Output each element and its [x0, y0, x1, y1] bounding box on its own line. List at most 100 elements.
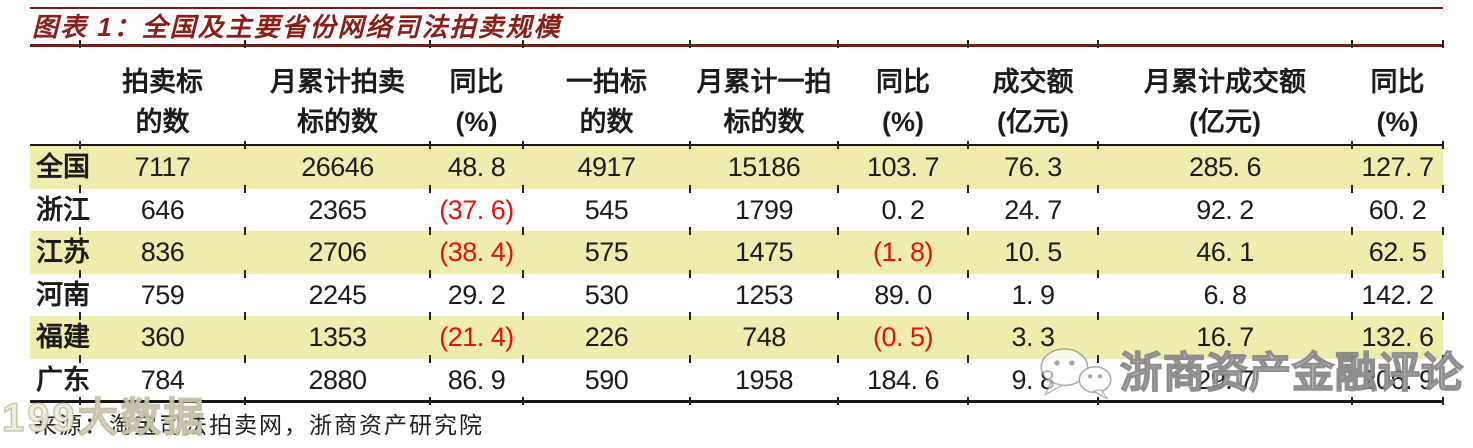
table-cell: 92. 2 [1196, 194, 1254, 225]
table-cell: 1475 [734, 237, 794, 267]
table-cell: 1799 [734, 194, 794, 225]
table-cell: 784 [140, 364, 185, 395]
column-header-line1: 月累计拍卖 [270, 67, 405, 97]
grid-tick [837, 184, 839, 193]
grid-tick [967, 227, 969, 235]
grid-tick [1442, 312, 1444, 320]
table-cell: (38. 4) [439, 237, 514, 267]
table-cell: 2245 [308, 279, 367, 310]
grid-tick [689, 269, 691, 278]
grid-tick [1351, 141, 1353, 149]
grid-tick [1097, 227, 1099, 235]
grid-tick [1351, 397, 1353, 405]
table-cell: 16. 7 [1196, 322, 1254, 352]
row-label: 浙江 [36, 194, 90, 225]
grid-tick [522, 312, 524, 320]
grid-tick [837, 269, 839, 278]
grid-tick [79, 354, 81, 363]
grid-tick [1442, 269, 1444, 278]
column-header-line1: 一拍标 [566, 67, 647, 97]
row-label: 广东 [36, 364, 90, 395]
column-header-line1: 同比 [876, 67, 930, 97]
grid-tick [244, 184, 246, 193]
table-cell: 76. 3 [1004, 152, 1062, 182]
grid-tick [689, 227, 691, 235]
table-cell: 545 [584, 194, 629, 225]
grid-tick [244, 312, 246, 320]
grid-tick [967, 354, 969, 363]
grid-tick [967, 40, 969, 48]
top-border-line [30, 7, 1443, 9]
watermark-bottom-left: 199大数据 [1, 395, 207, 440]
grid-tick [79, 312, 81, 320]
grid-tick [1351, 40, 1353, 48]
table-cell: 6. 8 [1203, 279, 1247, 310]
grid-tick [1097, 184, 1099, 193]
table-cell: 26646 [301, 152, 374, 182]
table-cell: (1. 8) [872, 237, 934, 267]
table-cell: 836 [140, 237, 185, 267]
grid-tick [1442, 354, 1444, 363]
grid-tick [689, 354, 691, 363]
grid-tick [689, 141, 691, 149]
grid-tick [1351, 184, 1353, 193]
grid-tick [967, 312, 969, 320]
figure-title: 图表 1：全国及主要省份网络司法拍卖规模 [32, 12, 562, 42]
column-header-line2: (%) [882, 107, 924, 137]
grid-tick [429, 354, 431, 363]
grid-tick [1351, 269, 1353, 278]
table-cell: 24. 7 [1004, 194, 1062, 225]
table-cell: 759 [140, 279, 185, 310]
column-header-line1: 拍卖标 [122, 67, 203, 97]
grid-tick [1351, 227, 1353, 235]
title-underline [30, 44, 1443, 47]
table-cell: 184. 6 [866, 364, 940, 395]
grid-tick [967, 141, 969, 149]
grid-tick [1097, 269, 1099, 278]
table-cell: 103. 7 [866, 152, 940, 182]
table-cell: 206. 9 [1361, 364, 1434, 395]
grid-tick [837, 397, 839, 405]
grid-tick [79, 141, 81, 149]
grid-tick [79, 40, 81, 48]
table-cell: 60. 2 [1368, 194, 1427, 225]
grid-tick [429, 227, 431, 235]
grid-tick [1097, 354, 1099, 363]
table-cell: 1958 [734, 364, 794, 395]
grid-tick [429, 312, 431, 320]
table-cell: 29. 2 [447, 279, 506, 310]
watermark-right: 浙商资产金融评论 [1032, 344, 1464, 402]
row-label: 江苏 [36, 237, 90, 267]
table-bottom-line [30, 400, 1443, 403]
watermark-right-text: 浙商资产金融评论 [1119, 348, 1465, 396]
grid-tick [837, 354, 839, 363]
column-header-line2: 的数 [579, 107, 634, 137]
grid-tick [522, 184, 524, 193]
table-cell: 1253 [734, 279, 794, 310]
table-cell: 10. 5 [1004, 237, 1062, 267]
grid-tick [244, 227, 246, 235]
table-cell: 48. 8 [447, 152, 506, 182]
column-header-line1: 月累计一拍 [696, 67, 832, 97]
grid-tick [429, 184, 431, 193]
grid-tick [522, 397, 524, 405]
grid-tick [522, 269, 524, 278]
table-cell: 748 [742, 322, 786, 352]
column-header-line1: 同比 [449, 67, 504, 97]
column-header-line2: (%) [1376, 107, 1419, 137]
grid-tick [522, 354, 524, 363]
grid-tick [522, 141, 524, 149]
table-cell: 226 [584, 322, 629, 352]
source-note: 来源：淘宝司法拍卖网，浙商资产研究院 [34, 412, 484, 438]
grid-tick [244, 397, 246, 405]
row-label: 全国 [36, 152, 90, 182]
grid-tick [1097, 312, 1099, 320]
column-header-line2: (亿元) [1189, 107, 1261, 137]
row-highlight [30, 316, 1443, 359]
row-label: 河南 [36, 279, 90, 310]
grid-tick [837, 141, 839, 149]
table-cell: 1. 9 [1011, 279, 1055, 310]
grid-tick [837, 40, 839, 48]
table-cell: (0. 5) [872, 322, 934, 352]
